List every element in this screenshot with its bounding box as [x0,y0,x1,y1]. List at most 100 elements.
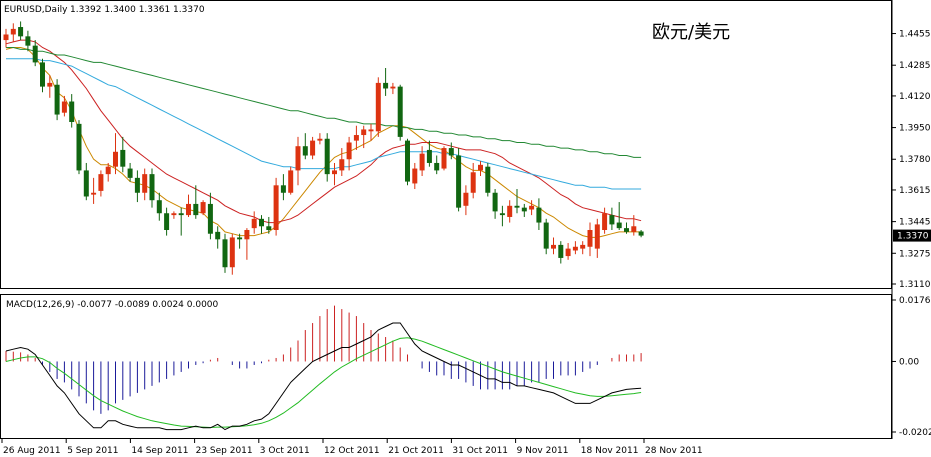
candle-body [69,101,75,122]
candle-body [40,62,45,87]
candle-body [76,123,82,171]
macd-title: MACD(12,26,9) -0.0077 -0.0089 0.0024 0.0… [6,300,219,310]
date-tick-label: 21 Oct 2011 [388,446,444,456]
candle-body [259,218,264,227]
candle-body [32,45,38,63]
candle-body [463,192,469,206]
candle-body [178,213,184,216]
candle-body [54,84,60,115]
last-price-label: 1.3370 [897,232,929,242]
candle-body [47,82,53,87]
candle-body [171,213,177,216]
candle-body [536,207,542,223]
price-ohlc-header: 1.3392 1.3400 1.3361 1.3370 [70,5,205,15]
candle-body [339,159,345,171]
candle-body [127,168,133,178]
price-tick-label: 1.4455 [899,30,931,40]
candle-body [558,244,564,258]
candle-body [492,192,498,212]
candle-body [18,27,24,37]
candle-body [551,244,556,249]
candle-body [521,207,527,212]
price-tick-label: 1.3445 [899,218,931,228]
candle-body [631,226,637,232]
last-price-box [893,229,931,242]
candle-body [624,228,629,232]
candle-body [142,174,148,193]
macd-tick-label: 0.00 [899,357,919,367]
candle-body [302,146,308,156]
date-tick-label: 14 Sep 2011 [131,446,188,456]
candle-body [288,170,294,193]
price-tick-label: 1.3780 [899,155,931,165]
candle-body [193,203,199,216]
date-tick-label: 23 Sep 2011 [196,446,253,456]
price-tick-label: 1.3615 [899,186,931,196]
candle-body [149,174,155,201]
candle-body [324,138,330,175]
candle-body [61,101,67,113]
macd-tick-label: -0.0202 [899,428,931,438]
macd-main-line [5,322,642,431]
candle-body [507,205,513,217]
candle-body [638,231,644,236]
candle-body [222,239,228,268]
candle-body [215,231,221,240]
candle-body [499,213,505,216]
candle-body [317,138,323,141]
candle-body [470,172,476,193]
candle-body [120,149,126,167]
candle-body [134,177,140,193]
candle-body [478,164,483,171]
price-tick-label: 1.3110 [899,280,931,290]
price-tick-label: 1.3950 [899,124,931,134]
candle-body [186,203,191,216]
candle-body [98,174,104,191]
macd-panel-frame [0,294,892,439]
candle-body [405,140,410,182]
candle-body [375,82,381,132]
candle-body [251,218,257,229]
price-chart-title: EURUSD,Daily [4,5,68,15]
date-tick-label: 28 Nov 2011 [645,446,703,456]
candle-body [361,129,367,136]
candle-body [25,36,31,46]
candle-body [273,185,279,230]
candle-body [514,205,520,208]
date-tick-label: 9 Nov 2011 [517,446,569,456]
candle-body [441,148,447,169]
date-tick-label: 18 Nov 2011 [581,446,639,456]
macd-signal-line [5,337,642,429]
candle-body [543,222,549,249]
candle-body [244,230,250,240]
moving-average-line-1 [5,39,642,224]
candle-body [83,170,89,197]
candle-body [485,166,491,193]
moving-average-line-2 [6,58,642,190]
macd-series-layer [5,305,642,431]
candle-body [266,226,272,230]
candle-body [565,248,571,257]
candle-body [353,135,359,141]
candle-body [368,129,374,132]
candle-body [229,237,235,268]
candle-body [412,168,418,184]
candle-body [346,142,352,160]
candle-body [105,166,111,175]
price-tick-label: 1.3275 [899,249,931,259]
candle-body [529,205,535,210]
candle-body [280,185,286,193]
axes-layer: 1.4455 1.4285 1.4120 1.3950 1.3780 1.3615 1.34… [1,30,931,456]
candle-body [91,192,97,195]
candle-body [572,246,578,251]
candle-body [332,170,337,175]
candle-body [456,155,462,208]
candle-body [419,153,425,171]
date-tick-label: 5 Sep 2011 [67,446,118,456]
candle-body [434,162,440,171]
candle-body [3,34,9,41]
date-tick-label: 31 Oct 2011 [452,446,508,456]
price-series-layer [3,21,644,275]
candle-body [156,200,162,214]
